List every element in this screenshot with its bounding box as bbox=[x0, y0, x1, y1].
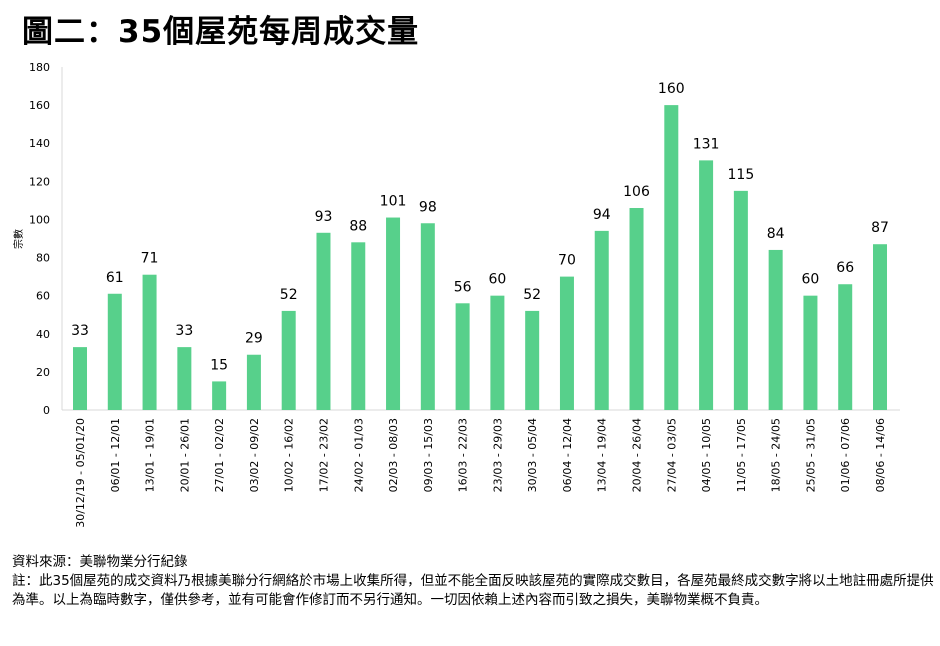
bar bbox=[351, 242, 366, 410]
x-tick-label: 17/02 - 23/02 bbox=[317, 418, 330, 492]
data-label: 29 bbox=[245, 331, 263, 347]
bar bbox=[594, 230, 609, 410]
x-tick-label: 11/05 - 17/05 bbox=[735, 418, 748, 492]
bar bbox=[246, 354, 261, 410]
x-tick-label: 09/03 - 15/03 bbox=[422, 418, 435, 492]
y-tick-label: 60 bbox=[36, 290, 50, 303]
x-tick-label: 10/02 - 16/02 bbox=[283, 418, 296, 492]
bar bbox=[768, 249, 783, 410]
data-label: 71 bbox=[141, 251, 159, 267]
data-label: 88 bbox=[349, 218, 367, 234]
bar bbox=[559, 276, 574, 410]
data-label: 131 bbox=[693, 136, 720, 152]
x-tick-label: 16/03 - 22/03 bbox=[457, 418, 470, 492]
x-tick-label: 06/04 - 12/04 bbox=[561, 418, 574, 492]
disclaimer-note: 註：此35個屋苑的成交資料乃根據美聯分行網絡於市場上收集所得，但並不能全面反映該… bbox=[12, 573, 934, 608]
data-label: 56 bbox=[454, 279, 472, 295]
y-tick-label: 40 bbox=[36, 328, 50, 341]
bar bbox=[177, 347, 192, 410]
data-label: 87 bbox=[871, 220, 889, 236]
y-tick-label: 180 bbox=[29, 61, 50, 74]
bar bbox=[525, 310, 540, 410]
y-tick-label: 100 bbox=[29, 213, 50, 226]
x-tick-label: 30/12/19 - 05/01/20 bbox=[74, 418, 87, 528]
bar bbox=[107, 293, 122, 410]
y-axis-label: 宗數 bbox=[12, 229, 25, 249]
x-tick-label: 25/05 - 31/05 bbox=[804, 418, 817, 492]
bar bbox=[316, 232, 331, 410]
source-note: 資料來源：美聯物業分行紀錄 bbox=[12, 554, 188, 570]
bar bbox=[490, 295, 505, 410]
bar bbox=[664, 105, 679, 410]
data-label: 115 bbox=[728, 167, 755, 183]
bar bbox=[420, 223, 435, 410]
data-label: 60 bbox=[802, 272, 820, 288]
y-tick-label: 0 bbox=[43, 404, 50, 417]
bar bbox=[699, 160, 714, 410]
y-tick-label: 140 bbox=[29, 137, 50, 150]
bar-chart: 0 20 40 60 80 100 120 140 160 180 33 30/12/19 - 05… bbox=[12, 61, 900, 528]
data-label: 60 bbox=[488, 272, 506, 288]
data-label: 84 bbox=[767, 226, 785, 242]
y-tick-label: 80 bbox=[36, 252, 50, 265]
chart-title: 圖二：35個屋苑每周成交量 bbox=[22, 14, 420, 50]
y-tick-label: 20 bbox=[36, 366, 50, 379]
bar bbox=[455, 303, 470, 410]
x-tick-label: 08/06 - 14/06 bbox=[874, 418, 887, 492]
x-tick-label: 01/06 - 07/06 bbox=[839, 418, 852, 492]
footnotes: 資料來源：美聯物業分行紀錄 註：此35個屋苑的成交資料乃根據美聯分行網絡於市場上… bbox=[12, 553, 937, 610]
y-tick-label: 120 bbox=[29, 175, 50, 188]
data-label: 33 bbox=[71, 323, 89, 339]
data-label: 98 bbox=[419, 199, 437, 215]
bar bbox=[281, 310, 296, 410]
x-tick-label: 13/04 - 19/04 bbox=[596, 418, 609, 492]
bar bbox=[803, 295, 818, 410]
x-tick-label: 24/02 - 01/03 bbox=[352, 418, 365, 492]
data-label: 70 bbox=[558, 253, 576, 269]
x-tick-label: 06/01 - 12/01 bbox=[109, 418, 122, 492]
data-label: 52 bbox=[280, 287, 298, 303]
bar bbox=[142, 274, 157, 410]
bar bbox=[838, 284, 853, 410]
data-label: 101 bbox=[380, 194, 407, 210]
x-tick-label: 13/01 - 19/01 bbox=[144, 418, 157, 492]
bar bbox=[73, 347, 87, 410]
x-tick-label: 20/01 - 26/01 bbox=[178, 418, 191, 492]
bar bbox=[386, 217, 401, 410]
x-tick-label: 27/04 - 03/05 bbox=[665, 418, 678, 492]
bar bbox=[733, 190, 748, 410]
data-label: 66 bbox=[836, 260, 854, 276]
bar bbox=[873, 244, 887, 410]
x-tick-label: 20/04 - 26/04 bbox=[631, 418, 644, 492]
data-label: 15 bbox=[210, 357, 228, 373]
data-label: 61 bbox=[106, 270, 124, 286]
x-tick-label: 30/03 - 05/04 bbox=[526, 418, 539, 492]
data-label: 33 bbox=[175, 323, 193, 339]
x-tick-label: 02/03 - 08/03 bbox=[387, 418, 400, 492]
x-tick-label: 04/05 - 10/05 bbox=[700, 418, 713, 492]
x-tick-label: 27/01 - 02/02 bbox=[213, 418, 226, 492]
data-label: 160 bbox=[658, 81, 685, 97]
bar bbox=[629, 208, 644, 410]
data-label: 52 bbox=[523, 287, 541, 303]
data-label: 93 bbox=[315, 209, 333, 225]
data-label: 94 bbox=[593, 207, 611, 223]
x-tick-label: 18/05 - 24/05 bbox=[770, 418, 783, 492]
y-tick-label: 160 bbox=[29, 99, 50, 112]
x-tick-label: 23/03 - 29/03 bbox=[491, 418, 504, 492]
data-label: 106 bbox=[623, 184, 650, 200]
x-tick-label: 03/02 - 09/02 bbox=[248, 418, 261, 492]
bar bbox=[212, 381, 227, 410]
